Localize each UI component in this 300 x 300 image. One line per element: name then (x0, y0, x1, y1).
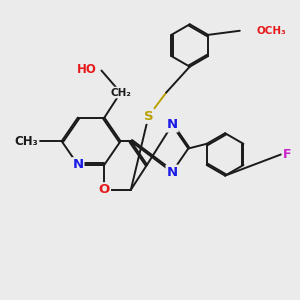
Text: F: F (283, 148, 291, 161)
Text: O: O (99, 183, 110, 196)
Text: N: N (167, 166, 178, 178)
Text: N: N (167, 118, 178, 131)
Text: HO: HO (77, 62, 97, 76)
Text: S: S (144, 110, 153, 123)
Text: S: S (144, 110, 153, 123)
Text: N: N (72, 158, 83, 171)
Text: CH₂: CH₂ (110, 88, 131, 98)
Text: CH₃: CH₃ (14, 135, 38, 148)
Text: OCH₃: OCH₃ (256, 26, 286, 36)
